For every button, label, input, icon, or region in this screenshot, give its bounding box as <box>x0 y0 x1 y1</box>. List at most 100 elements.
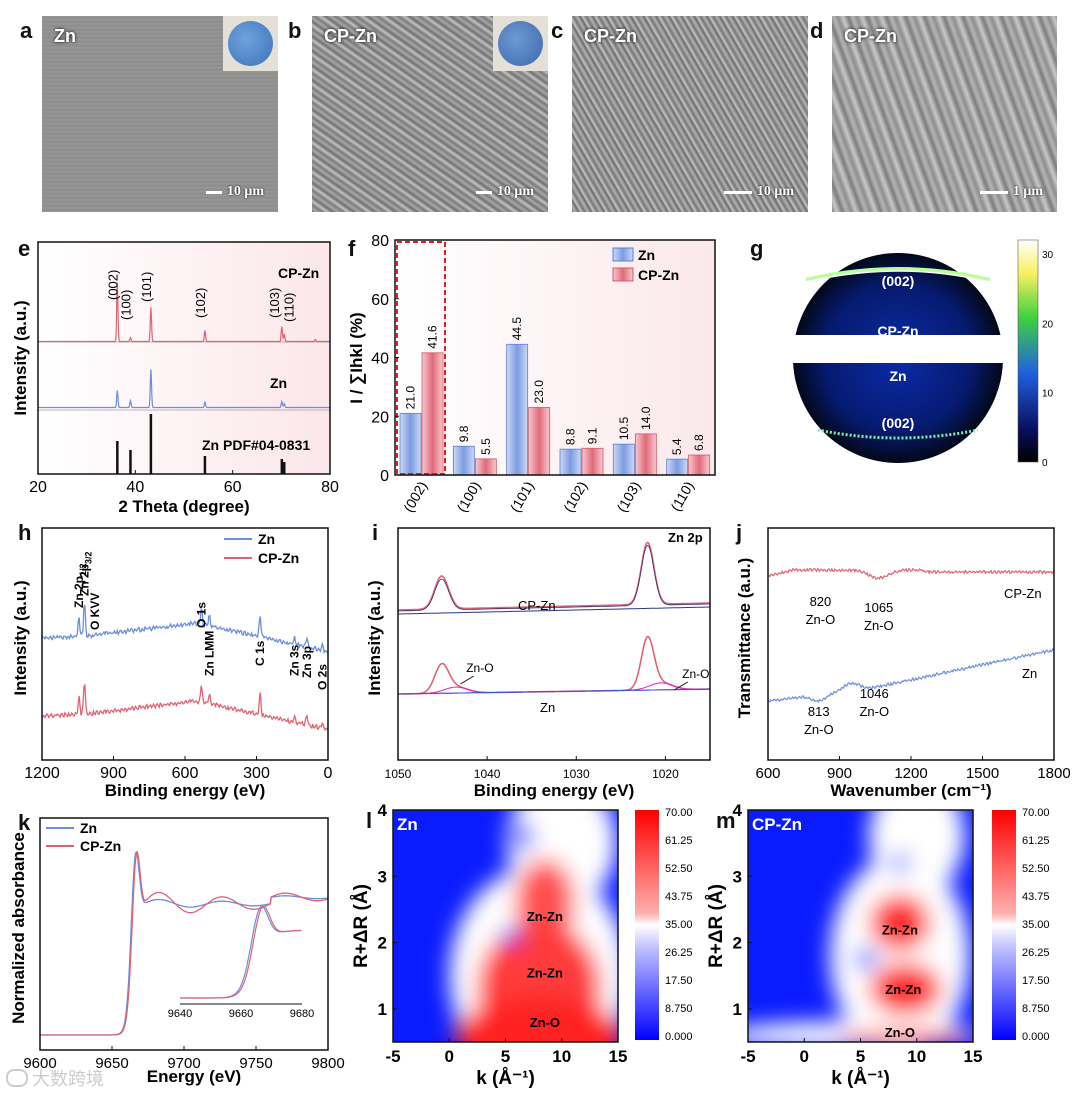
panel-label-i: i <box>372 520 379 545</box>
bar-cp-zn <box>581 447 604 476</box>
y-tick-label: 1 <box>378 1000 387 1019</box>
panel-label-b: b <box>288 18 302 43</box>
band-wavenumber: 813 <box>808 704 830 719</box>
map-title: CP-Zn <box>752 815 802 834</box>
bar-cp-zn <box>634 433 657 476</box>
y-tick-label: 2 <box>378 934 387 953</box>
colorbar-label: 26.25 <box>665 947 693 959</box>
peak-label: (101) <box>139 272 154 302</box>
sem-image-c: CP-Zn 10 μm <box>572 16 808 212</box>
x-tick-label: 10 <box>552 1047 571 1066</box>
path-label: Zn-O <box>530 1015 560 1030</box>
low-region <box>854 950 879 969</box>
x-tick-label: 80 <box>321 479 339 496</box>
x-tick-label: 1500 <box>966 765 999 782</box>
category-label: (100) <box>453 479 483 515</box>
y-tick-label: 2 <box>733 934 742 953</box>
x-axis-label: Energy (eV) <box>147 1067 241 1086</box>
x-tick-label: -5 <box>385 1047 400 1066</box>
bar-cp-zn <box>421 352 444 476</box>
y-axis-label: Transmittance (a.u.) <box>735 558 754 719</box>
bar-value-label: 23.0 <box>532 380 546 404</box>
red-region <box>869 894 930 951</box>
peak-label-subscript: 1/2 <box>78 563 88 576</box>
red-region <box>454 997 618 1042</box>
y-tick-label: 80 <box>371 233 389 250</box>
colorbar-label: 26.25 <box>1022 947 1050 959</box>
y-tick-label: 20 <box>371 409 389 426</box>
x-tick-label: 5 <box>856 1047 865 1066</box>
bar-value-label: 21.0 <box>404 386 418 410</box>
y-axis-label: R+ΔR (Å) <box>351 884 372 968</box>
x-tick-label: 15 <box>964 1047 983 1066</box>
bar-value-label: 5.5 <box>479 438 493 455</box>
xrd-chart: CP-Zn Zn Zn PDF#04-0831 (002)(100) (101) (102… <box>11 241 339 516</box>
wavelet-map-cpzn: CP-Zn Zn-Zn Zn-Zn Zn-O -5 0 5 10 15 1 2 3 4 k (Å⁻¹) R+… <box>706 801 1050 1089</box>
y-axis-label: R+ΔR (Å) <box>706 884 727 968</box>
colorbar-label: 0.000 <box>1022 1031 1050 1043</box>
bar-zn <box>666 458 689 476</box>
legend-label: Zn <box>258 531 275 547</box>
low-region <box>501 927 522 944</box>
watermark-icon <box>6 1069 28 1087</box>
cpzn-disc-photo <box>498 21 543 66</box>
diffraction-ring-cpzn <box>805 267 991 282</box>
plot-frame <box>397 527 711 761</box>
xrd-trace-zn <box>38 369 330 409</box>
sem-image-b: CP-Zn 10 μm <box>312 16 548 212</box>
scale-bar: 1 μm <box>979 184 1043 200</box>
sem-sample-label: CP-Zn <box>324 26 377 46</box>
peak-label: (102) <box>193 288 208 318</box>
legend-swatch-zn <box>612 247 634 262</box>
series-label: CP-Zn <box>278 265 319 281</box>
path-label: Zn-O <box>885 1025 915 1040</box>
y-axis-label: Intensity (a.u.) <box>365 580 384 695</box>
xps-trace-cpzn <box>41 683 329 732</box>
y-tick-label: 0 <box>380 468 389 485</box>
x-tick-label: 15 <box>609 1047 628 1066</box>
panel-label-d: d <box>810 18 824 43</box>
diffraction-ring-zn <box>817 428 979 440</box>
y-axis-label: Intensity (a.u.) <box>11 300 30 415</box>
series-label: Zn <box>270 375 287 391</box>
x-tick-label: 1200 <box>894 765 927 782</box>
x-tick-label: 900 <box>827 765 852 782</box>
panel-label-e: e <box>18 236 31 261</box>
colorbar-label: 52.50 <box>1022 863 1050 875</box>
bar-zn <box>506 343 529 476</box>
y-tick-label: 3 <box>378 867 387 886</box>
red-region <box>869 962 942 1015</box>
x-tick-label: 60 <box>224 479 242 496</box>
panel-label-c: c <box>551 18 564 43</box>
category-label: (103) <box>613 479 643 515</box>
disc-separator <box>788 335 1008 363</box>
red-region <box>835 1030 973 1042</box>
colorbar <box>992 810 1016 1040</box>
xrd-trace-cp-zn <box>38 282 330 343</box>
zn-disc-photo <box>228 21 273 66</box>
scale-bar-label: 10 μm <box>756 184 794 199</box>
xps-fit-zn <box>398 635 710 695</box>
colorbar-label: 35.00 <box>1022 919 1050 931</box>
panel-label-k: k <box>18 810 31 835</box>
sem-image-d: CP-Zn 1 μm <box>832 16 1057 212</box>
colorbar-label: 61.25 <box>665 835 693 847</box>
legend-label: CP-Zn <box>80 838 121 854</box>
map-title: Zn <box>397 815 418 834</box>
x-tick-label: 1020 <box>652 767 679 781</box>
annotation-arrow <box>674 681 688 691</box>
panel-label-g: g <box>750 236 764 261</box>
panel-label-m: m <box>716 808 736 833</box>
x-tick-label: 600 <box>172 765 199 782</box>
diffraction-ring-core <box>805 270 991 283</box>
x-axis-label: Binding energy (eV) <box>105 781 266 800</box>
series-label: Zn <box>1022 666 1037 681</box>
bar-cp-zn <box>688 454 711 476</box>
band-assignment: Zn-O <box>859 704 889 719</box>
x-tick-label: 20 <box>29 479 47 496</box>
scale-bar-label: 10 μm <box>226 184 264 199</box>
scale-bar: 10 μm <box>723 184 794 200</box>
peak-label: O 1s <box>194 602 208 628</box>
bar-value-label: 9.1 <box>586 427 600 444</box>
bar-zn <box>452 445 475 476</box>
